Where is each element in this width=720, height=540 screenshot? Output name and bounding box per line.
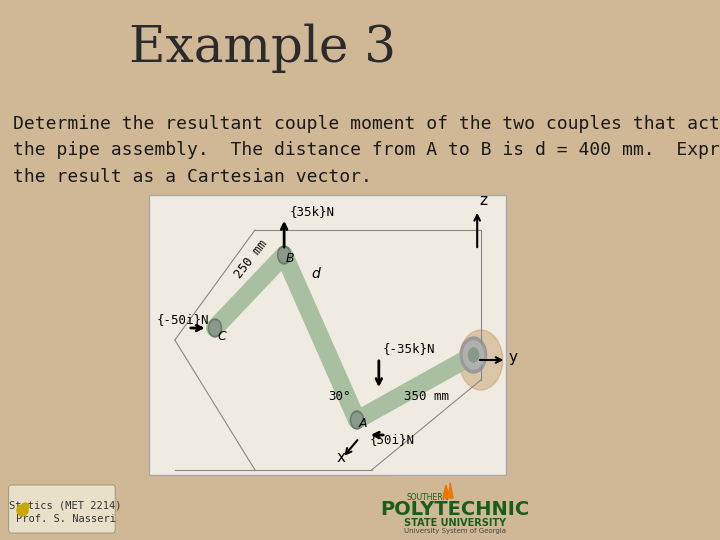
Text: d: d [312,267,320,281]
Text: y: y [508,350,518,365]
Text: SOUTHERN: SOUTHERN [407,493,449,502]
FancyBboxPatch shape [149,195,506,475]
Circle shape [460,337,487,373]
Text: x: x [336,450,346,465]
Polygon shape [443,483,453,498]
Circle shape [459,330,503,390]
Text: 350 mm: 350 mm [405,390,449,403]
Circle shape [464,341,484,369]
Text: {-50i}N: {-50i}N [157,313,209,326]
Text: 250 mm: 250 mm [232,238,269,281]
Text: Example 3: Example 3 [129,23,396,73]
Text: {35k}N: {35k}N [290,205,335,218]
Text: Determine the resultant couple moment of the two couples that act on
the pipe as: Determine the resultant couple moment of… [13,115,720,186]
Circle shape [210,321,220,335]
Text: POLYTECHNIC: POLYTECHNIC [381,500,530,519]
Text: A: A [359,417,368,430]
Text: z: z [480,193,487,208]
Circle shape [469,348,479,362]
Text: 30°: 30° [328,390,351,403]
Text: STATE UNIVERSITY: STATE UNIVERSITY [404,518,506,528]
Circle shape [278,246,291,264]
Text: University System of Georgia: University System of Georgia [405,528,506,534]
FancyBboxPatch shape [9,485,115,533]
FancyBboxPatch shape [392,476,518,535]
Text: C: C [217,330,226,343]
Circle shape [352,413,362,427]
Circle shape [351,411,364,429]
Text: {-35k}N: {-35k}N [382,342,435,355]
Text: {50i}N: {50i}N [370,433,415,446]
Circle shape [208,319,222,337]
Text: B: B [286,252,294,265]
Text: Statics (MET 2214)
Prof. S. Nasseri: Statics (MET 2214) Prof. S. Nasseri [9,500,122,524]
Circle shape [279,248,289,262]
Circle shape [467,346,480,364]
